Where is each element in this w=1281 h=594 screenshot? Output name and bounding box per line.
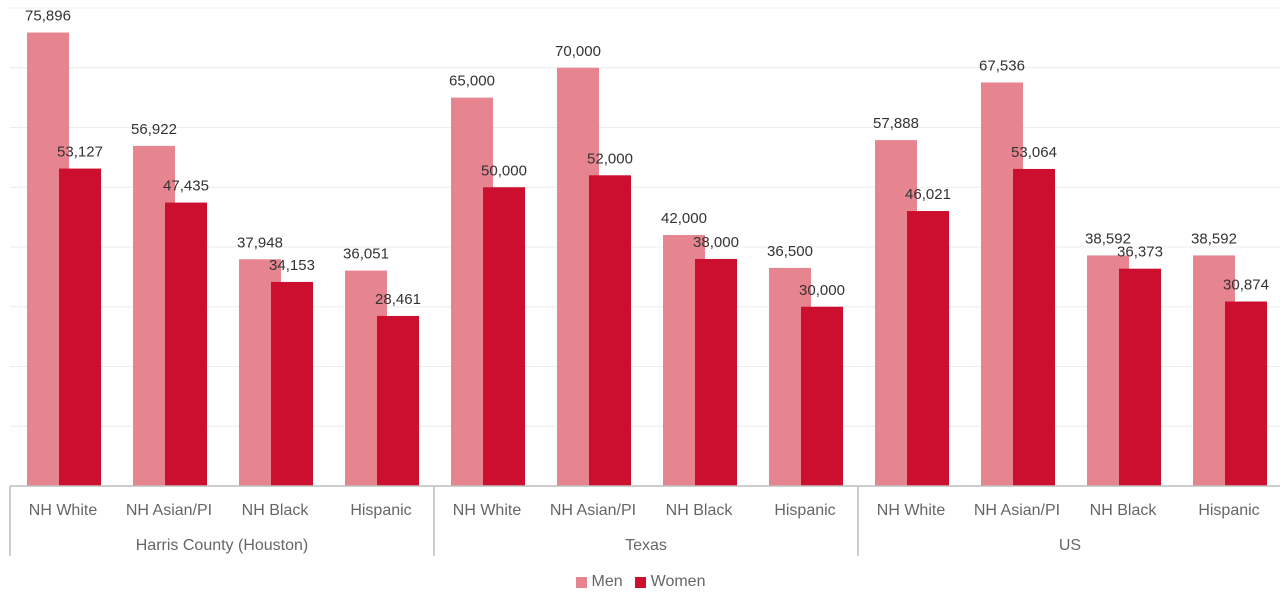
legend: Men Women xyxy=(0,571,1281,593)
bar-women[interactable] xyxy=(377,315,419,486)
data-label-men: 42,000 xyxy=(661,210,707,227)
data-label-women: 38,000 xyxy=(693,234,739,251)
data-label-men: 67,536 xyxy=(979,57,1025,74)
bar-women[interactable] xyxy=(59,168,101,487)
category-tick-label: NH Asian/PI xyxy=(126,502,212,519)
data-label-women: 53,127 xyxy=(57,144,103,161)
group-label: US xyxy=(1059,537,1081,554)
data-label-men: 38,592 xyxy=(1085,230,1131,247)
category-tick-label: NH Asian/PI xyxy=(974,502,1060,519)
bar-women[interactable] xyxy=(1013,168,1055,486)
bar-women[interactable] xyxy=(271,281,313,486)
data-label-men: 75,896 xyxy=(25,8,71,25)
legend-item-men[interactable]: Men xyxy=(575,573,623,591)
category-tick-label: Hispanic xyxy=(350,502,411,519)
category-tick-label: Hispanic xyxy=(1198,502,1259,519)
category-tick-label: NH White xyxy=(29,502,98,519)
data-label-women: 36,373 xyxy=(1117,244,1163,261)
data-label-women: 50,000 xyxy=(481,162,527,179)
x-axis: NH White NH Asian/PI NH Black Hispanic Harri… xyxy=(9,485,1280,556)
category-tick-label: NH Black xyxy=(666,502,734,519)
data-label-women: 30,874 xyxy=(1223,277,1269,294)
data-label-men: 65,000 xyxy=(449,73,495,90)
bar-women[interactable] xyxy=(1119,268,1161,486)
gridlines xyxy=(10,7,1280,427)
category-tick-label: NH Black xyxy=(242,502,310,519)
data-label-men: 57,888 xyxy=(873,115,919,132)
data-labels: 75,896 53,127 56,922 47,435 37,948 34,153 36,0… xyxy=(25,8,1269,308)
data-label-women: 53,064 xyxy=(1011,144,1057,161)
category-tick-label: NH White xyxy=(453,502,522,519)
bar-women[interactable] xyxy=(1225,301,1267,486)
group-label: Harris County (Houston) xyxy=(136,537,309,554)
category-tick-label: NH Black xyxy=(1090,502,1158,519)
data-label-men: 36,051 xyxy=(343,246,389,263)
bar-women[interactable] xyxy=(589,175,631,487)
data-label-men: 70,000 xyxy=(555,43,601,60)
category-tick-label: NH White xyxy=(877,502,946,519)
legend-item-women[interactable]: Women xyxy=(634,573,706,591)
legend-label-men: Men xyxy=(591,573,623,590)
data-label-men: 38,592 xyxy=(1191,230,1237,247)
bars xyxy=(27,32,1267,487)
bar-women[interactable] xyxy=(165,202,207,487)
group-label: Texas xyxy=(625,537,667,554)
category-tick-label: NH Asian/PI xyxy=(550,502,636,519)
data-label-women: 28,461 xyxy=(375,291,421,308)
bar-women[interactable] xyxy=(483,187,525,486)
data-label-men: 56,922 xyxy=(131,121,177,138)
data-label-women: 30,000 xyxy=(799,282,845,299)
data-label-women: 47,435 xyxy=(163,178,209,195)
data-label-women: 52,000 xyxy=(587,150,633,167)
bar-women[interactable] xyxy=(801,306,843,486)
legend-swatch-women xyxy=(634,576,646,588)
data-label-women: 34,153 xyxy=(269,257,315,274)
data-label-men: 37,948 xyxy=(237,234,283,251)
bar-women[interactable] xyxy=(695,258,737,486)
data-label-men: 36,500 xyxy=(767,243,813,260)
bar-women[interactable] xyxy=(907,211,949,486)
legend-label-women: Women xyxy=(650,573,706,590)
category-tick-label: Hispanic xyxy=(774,502,835,519)
legend-swatch-men xyxy=(575,576,587,588)
data-label-women: 46,021 xyxy=(905,186,951,203)
